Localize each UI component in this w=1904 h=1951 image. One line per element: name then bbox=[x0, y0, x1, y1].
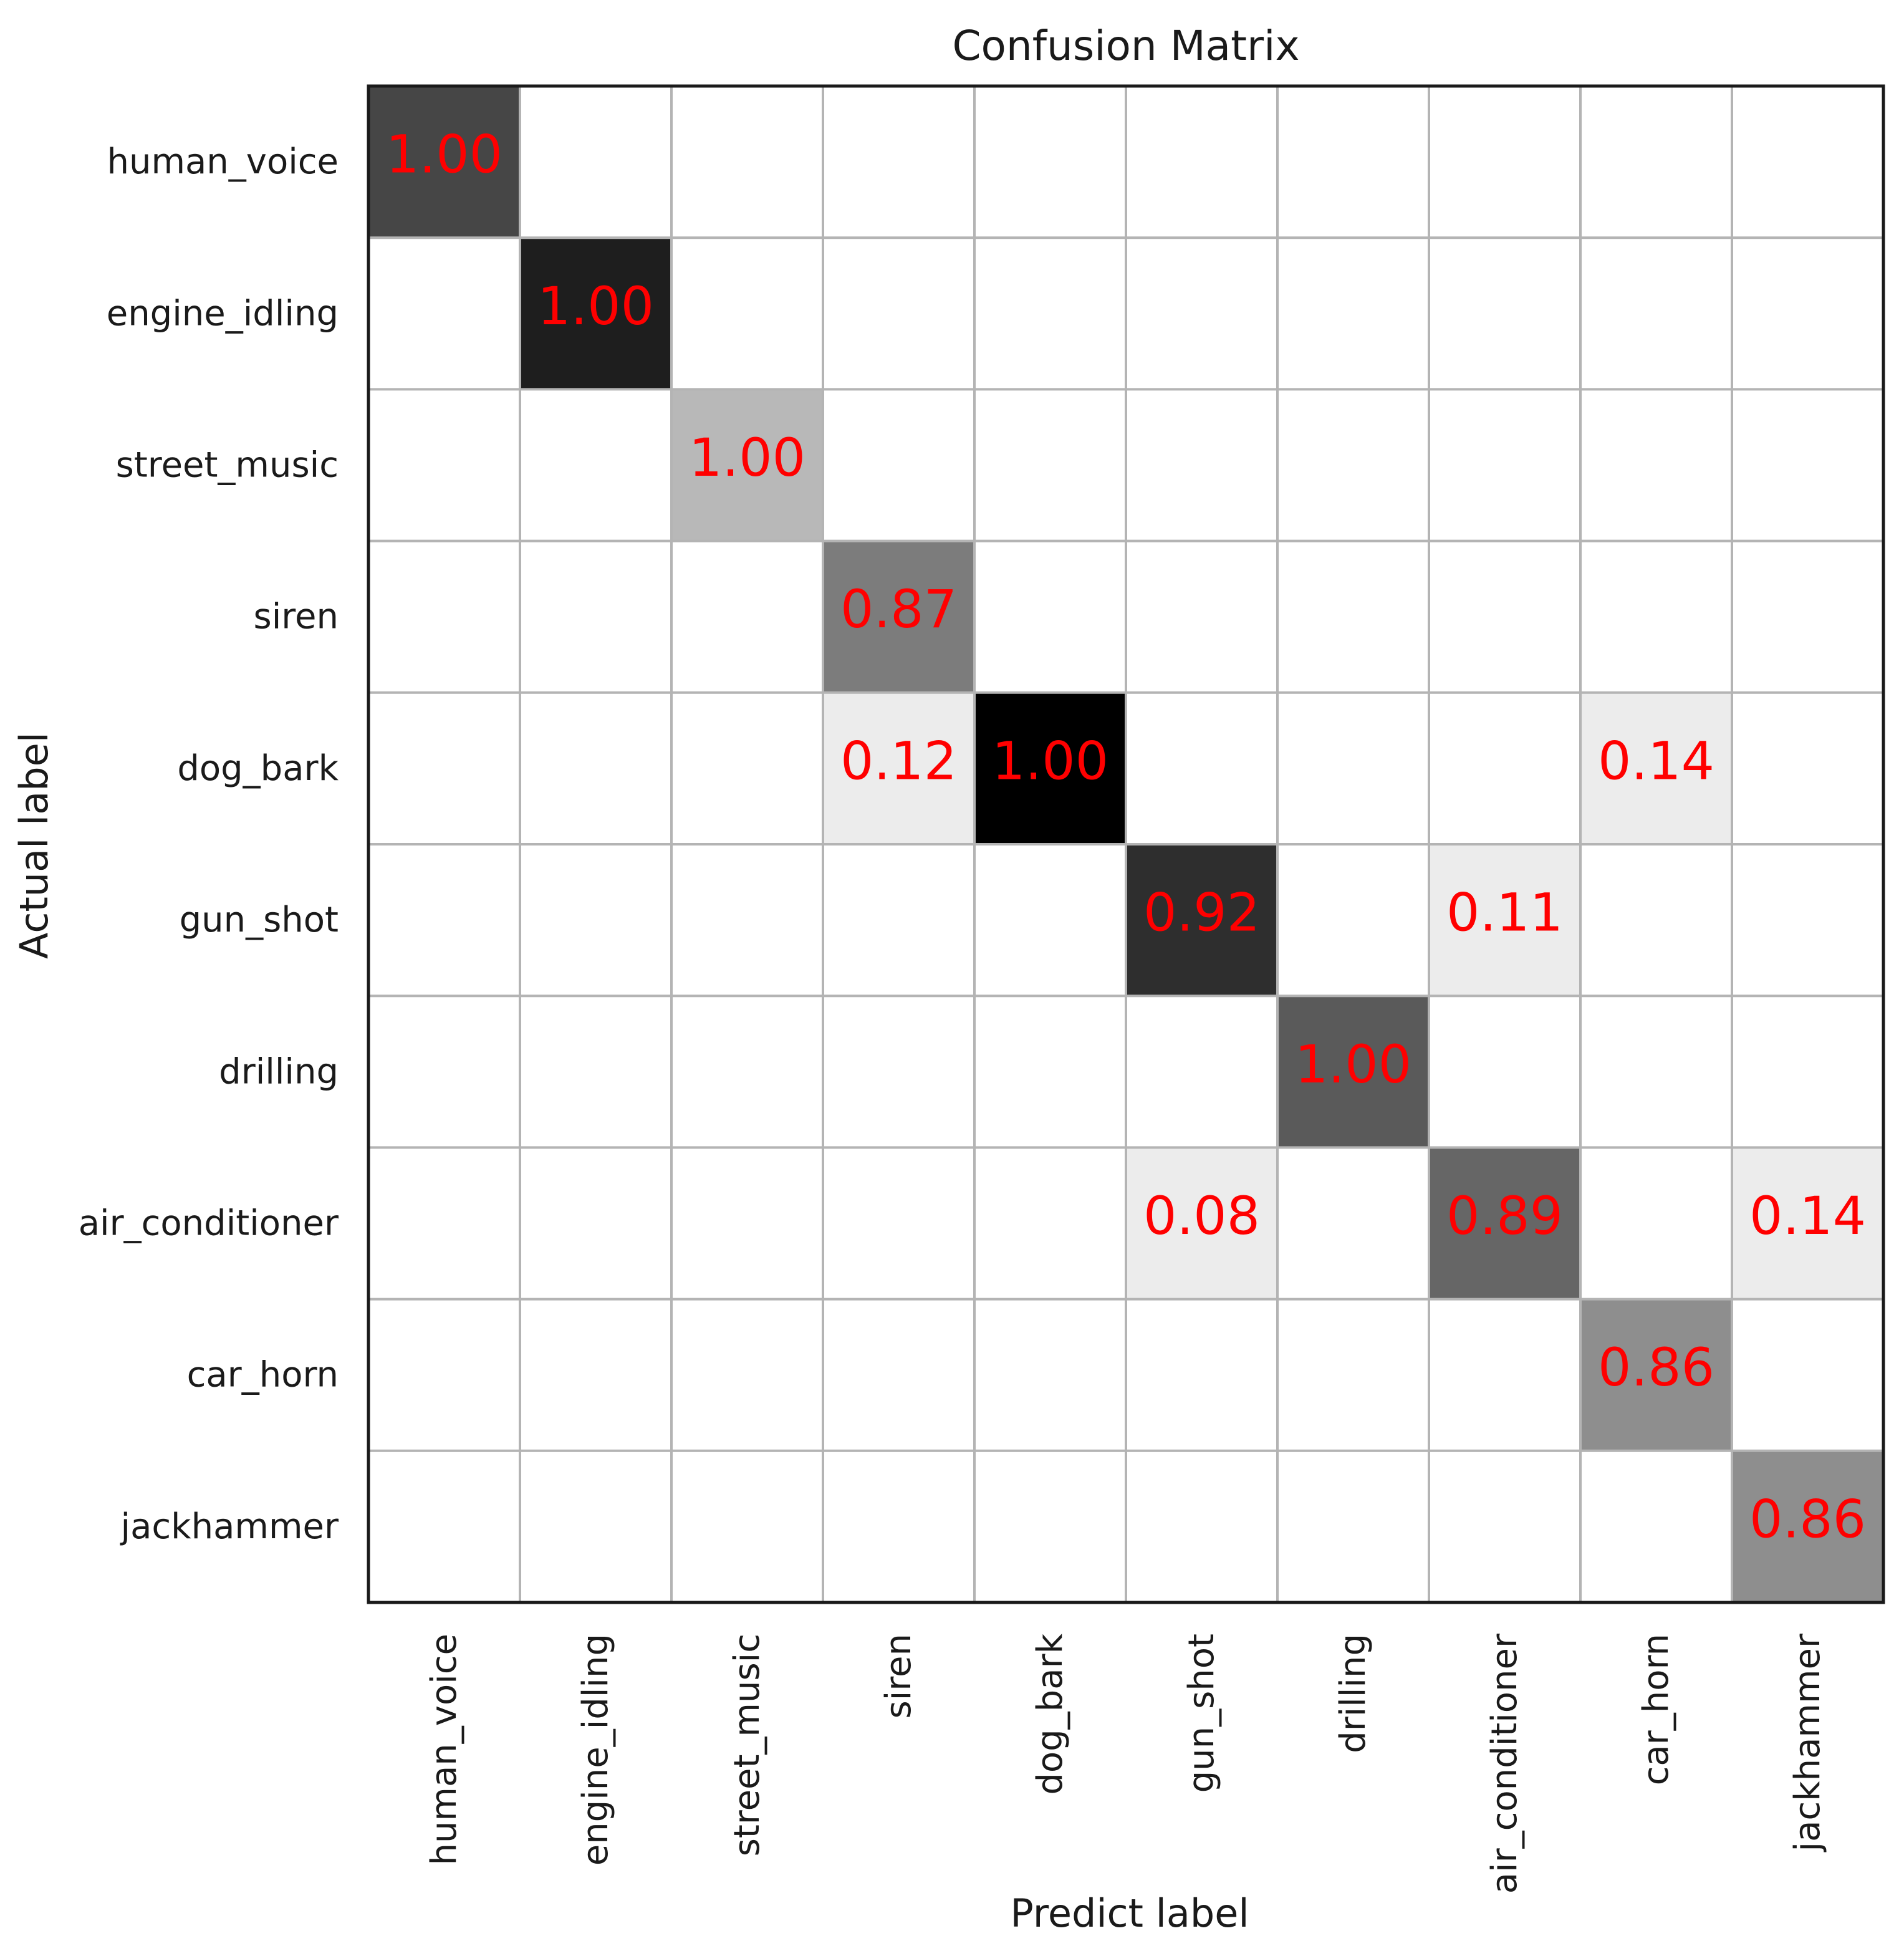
cell-value-r6-c6: 1.00 bbox=[1295, 1034, 1411, 1095]
cell-r4-c8 bbox=[1580, 692, 1732, 844]
x-tick-drilling: drilling bbox=[1333, 1634, 1373, 1753]
x-tick-street-music: street_music bbox=[727, 1634, 767, 1856]
cell-value-r5-c7: 0.11 bbox=[1446, 882, 1563, 943]
cell-r0-c0 bbox=[368, 86, 520, 238]
cell-r5-c5 bbox=[1126, 844, 1277, 996]
cell-r7-c9 bbox=[1732, 1147, 1883, 1299]
cell-r9-c9 bbox=[1732, 1450, 1883, 1602]
matrix-grid bbox=[368, 86, 1883, 1602]
cell-value-r8-c8: 0.86 bbox=[1598, 1337, 1714, 1398]
x-tick-jackhammer: jackhammer bbox=[1787, 1633, 1828, 1852]
x-tick-engine-idling: engine_idling bbox=[575, 1634, 616, 1866]
cell-r7-c7 bbox=[1429, 1147, 1580, 1299]
y-tick-car-horn: car_horn bbox=[187, 1355, 339, 1395]
cell-r6-c6 bbox=[1277, 996, 1429, 1148]
cell-value-r4-c8: 0.14 bbox=[1598, 730, 1714, 791]
x-tick-dog-bark: dog_bark bbox=[1030, 1633, 1070, 1794]
y-tick-labels: human_voice engine_idling street_musicsire… bbox=[79, 142, 339, 1547]
cell-r7-c5 bbox=[1126, 1147, 1277, 1299]
cell-value-labels: 1.00 1.00 1.00 0.87 0.12 1.00 0.14 0.92 0.11 1.00… bbox=[386, 124, 1866, 1550]
x-tick-air-conditioner: air_conditioner bbox=[1484, 1633, 1525, 1894]
cell-value-r4-c4: 1.00 bbox=[992, 730, 1108, 791]
cell-r3-c3 bbox=[823, 541, 974, 693]
x-tick-car-horn: car_horn bbox=[1636, 1634, 1676, 1785]
cell-r2-c2 bbox=[671, 389, 823, 541]
y-tick-air-conditioner: air_conditioner bbox=[79, 1203, 339, 1244]
cell-r8-c8 bbox=[1580, 1299, 1732, 1451]
y-tick-drilling: drilling bbox=[219, 1051, 339, 1092]
cell-value-r4-c3: 0.12 bbox=[840, 730, 957, 791]
cell-value-r5-c5: 0.92 bbox=[1143, 882, 1260, 943]
y-tick-jackhammer: jackhammer bbox=[120, 1506, 339, 1547]
cell-r4-c3 bbox=[823, 692, 974, 844]
x-tick-labels: human_voice engine_idling street_music sire… bbox=[424, 1633, 1828, 1894]
y-axis-label: Actual label bbox=[11, 732, 57, 959]
cell-value-r7-c5: 0.08 bbox=[1143, 1185, 1260, 1246]
cell-value-r7-c9: 0.14 bbox=[1749, 1185, 1866, 1246]
cell-value-r3-c3: 0.87 bbox=[840, 579, 957, 640]
cell-value-r2-c2: 1.00 bbox=[689, 427, 805, 488]
matrix-cells bbox=[368, 86, 1883, 1602]
cell-value-r9-c9: 0.86 bbox=[1749, 1488, 1866, 1549]
cell-value-r7-c7: 0.89 bbox=[1446, 1185, 1563, 1246]
cell-r5-c7 bbox=[1429, 844, 1580, 996]
x-tick-gun-shot: gun_shot bbox=[1181, 1634, 1222, 1793]
y-tick-street-music: street_music bbox=[116, 445, 339, 486]
plot-frame bbox=[367, 84, 1885, 1604]
y-tick-engine-idling: engine_idling bbox=[107, 293, 339, 334]
y-tick-gun-shot: gun_shot bbox=[180, 900, 339, 940]
x-axis-label: Predict label bbox=[1010, 1891, 1249, 1936]
chart-title: Confusion Matrix bbox=[952, 22, 1299, 70]
y-tick-human-voice: human_voice bbox=[107, 142, 339, 182]
y-tick-dog-bark: dog_bark bbox=[177, 748, 339, 789]
cell-value-r0-c0: 1.00 bbox=[386, 124, 502, 185]
cell-r4-c4 bbox=[974, 692, 1126, 844]
cell-r1-c1 bbox=[520, 238, 671, 390]
cell-value-r1-c1: 1.00 bbox=[537, 276, 654, 337]
y-tick-siren: siren bbox=[254, 597, 339, 637]
x-tick-siren: siren bbox=[878, 1634, 919, 1718]
x-tick-human-voice: human_voice bbox=[424, 1634, 464, 1866]
